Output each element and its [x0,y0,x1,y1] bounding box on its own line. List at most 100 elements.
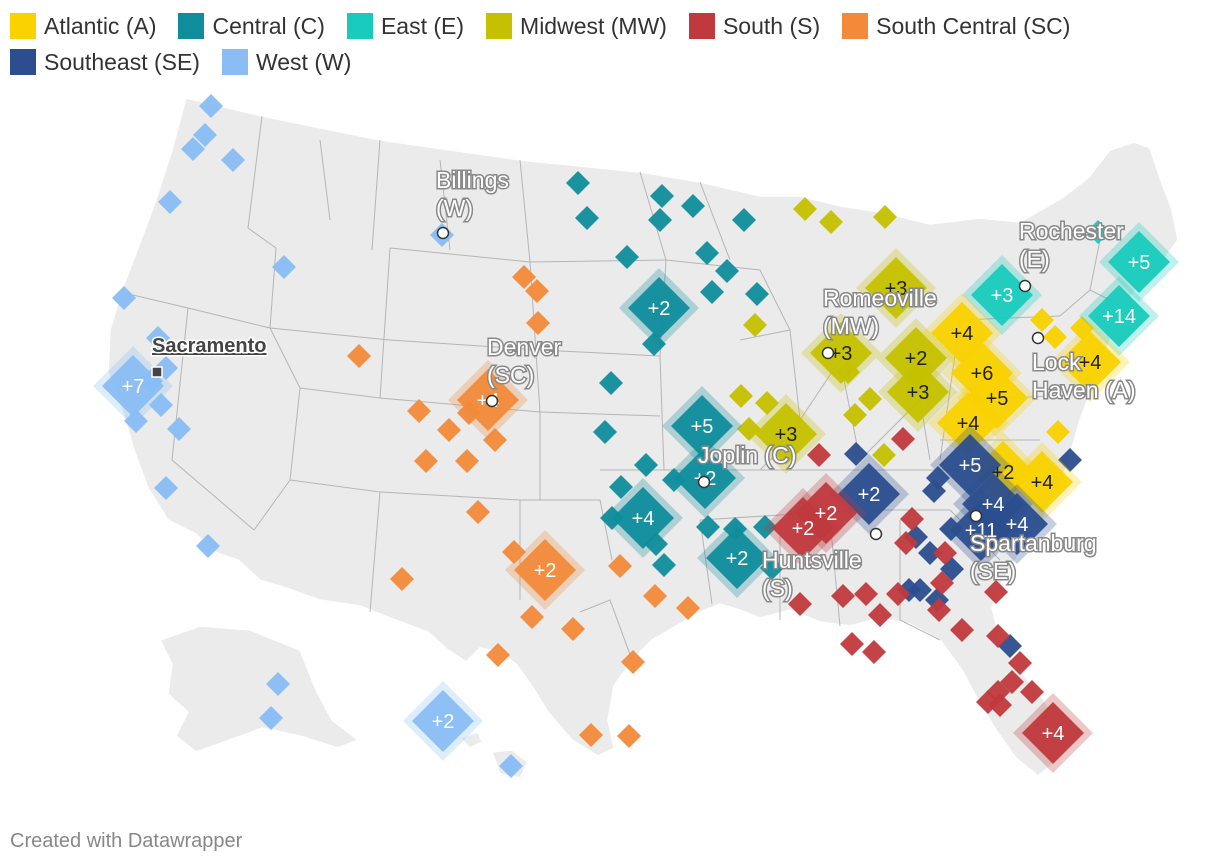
location-marker-s[interactable] [886,582,910,606]
cluster-marker[interactable] [810,322,872,384]
cluster-marker[interactable] [514,539,576,601]
location-marker-w[interactable] [272,255,296,279]
cluster-marker[interactable] [950,499,1012,561]
cluster-marker[interactable] [706,527,768,589]
cluster-marker[interactable] [412,690,474,752]
location-marker-sc[interactable] [347,344,371,368]
location-marker-mw[interactable] [843,403,867,427]
location-marker-s[interactable] [986,624,1010,648]
location-marker-s[interactable] [862,640,886,664]
location-marker-c[interactable] [609,475,633,499]
location-marker-mw[interactable] [729,384,753,408]
location-marker-sc[interactable] [643,584,667,608]
location-marker-w[interactable] [499,754,523,778]
location-marker-sc[interactable] [512,265,536,289]
cluster-marker[interactable] [971,264,1033,326]
location-marker-s[interactable] [1008,651,1032,675]
location-marker-s[interactable] [976,690,1000,714]
location-marker-mw[interactable] [755,391,779,415]
location-marker-sc[interactable] [437,418,461,442]
location-marker-sc[interactable] [483,428,507,452]
location-marker-c[interactable] [696,515,720,539]
location-marker-c[interactable] [745,282,769,306]
location-marker-sc[interactable] [617,724,641,748]
cluster-marker[interactable] [885,327,947,389]
cluster-marker[interactable] [612,487,674,549]
location-marker-c[interactable] [566,171,590,195]
location-marker-w[interactable] [266,672,290,696]
location-marker-c[interactable] [615,245,639,269]
location-marker-s[interactable] [831,584,855,608]
location-marker-c[interactable] [575,206,599,230]
location-marker-w[interactable] [259,706,283,730]
location-marker-s[interactable] [891,427,915,451]
location-marker-se[interactable] [1058,448,1082,472]
location-marker-se[interactable] [922,479,946,503]
cluster-marker[interactable] [887,361,949,423]
cluster-marker[interactable] [1088,285,1150,347]
location-marker-mw[interactable] [743,313,767,337]
location-marker-w[interactable] [154,476,178,500]
location-marker-s[interactable] [894,531,918,555]
location-marker-s[interactable] [927,598,951,622]
location-marker-se[interactable] [918,541,942,565]
location-marker-c[interactable] [650,184,674,208]
location-marker-s[interactable] [868,603,892,627]
location-marker-s[interactable] [930,571,954,595]
cluster-marker[interactable] [1022,702,1084,764]
cluster-marker[interactable] [1108,231,1170,293]
cluster-marker[interactable] [865,257,927,319]
cluster-marker[interactable] [1011,451,1073,513]
location-marker-mw[interactable] [872,443,896,467]
location-marker-c[interactable] [700,280,724,304]
location-marker-w[interactable] [149,393,173,417]
location-marker-mw[interactable] [737,417,761,441]
location-marker-c[interactable] [695,241,719,265]
location-marker-w[interactable] [196,534,220,558]
location-marker-a[interactable] [1030,308,1054,332]
location-marker-sc[interactable] [526,311,550,335]
location-marker-mw[interactable] [793,197,817,221]
location-marker-sc[interactable] [466,500,490,524]
location-marker-sc[interactable] [561,617,585,641]
location-marker-sc[interactable] [579,723,603,747]
location-marker-sc[interactable] [486,643,510,667]
location-marker-c[interactable] [681,194,705,218]
location-marker-s[interactable] [854,582,878,606]
location-marker-s[interactable] [984,580,1008,604]
location-marker-s[interactable] [1020,680,1044,704]
location-marker-w[interactable] [112,286,136,310]
location-marker-w[interactable] [124,409,148,433]
location-marker-sc[interactable] [525,279,549,303]
location-marker-c[interactable] [760,556,784,580]
cluster-marker[interactable] [628,277,690,339]
location-marker-w[interactable] [167,417,191,441]
location-marker-c[interactable] [732,208,756,232]
location-marker-w[interactable] [158,190,182,214]
location-marker-e[interactable] [1086,220,1110,244]
location-marker-w[interactable] [199,94,223,118]
location-marker-s[interactable] [933,541,957,565]
location-marker-w[interactable] [193,123,217,147]
location-marker-c[interactable] [599,371,623,395]
location-marker-s[interactable] [788,592,812,616]
location-marker-sc[interactable] [390,567,414,591]
location-marker-c[interactable] [753,515,777,539]
location-marker-se[interactable] [844,442,868,466]
location-marker-sc[interactable] [455,449,479,473]
location-marker-c[interactable] [634,453,658,477]
cluster-marker[interactable] [102,355,164,417]
location-marker-sc[interactable] [621,650,645,674]
location-marker-a[interactable] [1043,325,1067,349]
location-marker-se[interactable] [908,578,932,602]
location-marker-c[interactable] [593,420,617,444]
location-marker-c[interactable] [715,259,739,283]
location-marker-a[interactable] [1046,420,1070,444]
cluster-marker[interactable] [671,395,733,457]
location-marker-w[interactable] [146,326,170,350]
location-marker-c[interactable] [648,208,672,232]
cluster-marker[interactable] [795,482,857,544]
location-marker-s[interactable] [900,507,924,531]
location-marker-mw[interactable] [819,210,843,234]
location-marker-sc[interactable] [608,554,632,578]
